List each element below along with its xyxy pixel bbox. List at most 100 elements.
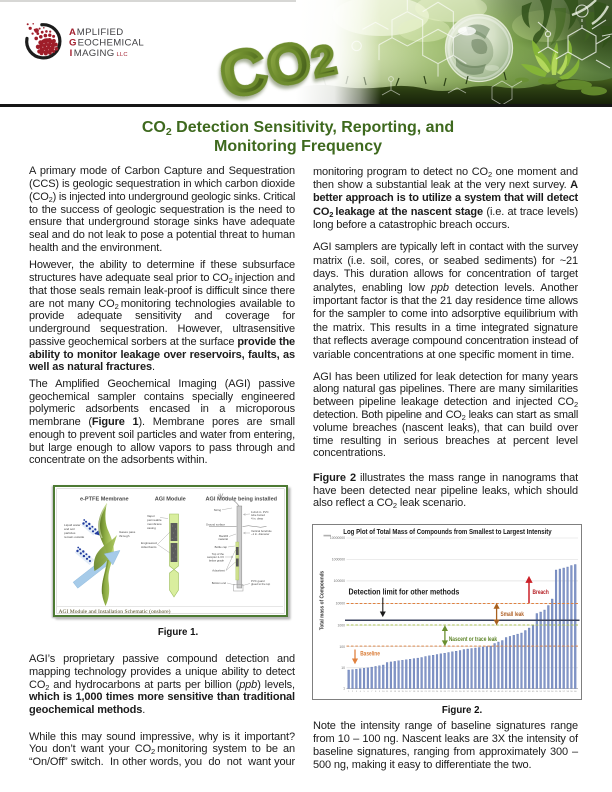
svg-text:A: A bbox=[69, 27, 76, 38]
svg-text:I: I bbox=[70, 48, 73, 59]
svg-text:26: 26 bbox=[443, 691, 446, 693]
svg-text:2: 2 bbox=[352, 691, 354, 693]
svg-text:6: 6 bbox=[367, 691, 369, 693]
svg-text:13: 13 bbox=[393, 691, 396, 693]
svg-text:through: through bbox=[119, 534, 130, 538]
svg-text:1000000: 1000000 bbox=[331, 557, 344, 561]
svg-text:100000: 100000 bbox=[333, 579, 344, 583]
svg-text:10000: 10000 bbox=[335, 601, 345, 605]
svg-text:1000: 1000 bbox=[337, 623, 345, 627]
svg-text:12: 12 bbox=[389, 691, 392, 693]
svg-text:AGI Module and Installation Sc: AGI Module and Installation Schematic (o… bbox=[59, 608, 171, 615]
svg-text:32: 32 bbox=[466, 691, 469, 693]
svg-text:43: 43 bbox=[508, 691, 511, 693]
svg-text:49: 49 bbox=[531, 691, 534, 693]
svg-text:1x4x4 in. PVC: 1x4x4 in. PVC bbox=[251, 510, 269, 514]
svg-text:45: 45 bbox=[516, 691, 519, 693]
svg-text:Total mass of Compounds: Total mass of Compounds bbox=[319, 570, 325, 629]
svg-text:Vapor: Vapor bbox=[147, 514, 155, 518]
svg-text:58: 58 bbox=[566, 691, 569, 693]
svg-text:51: 51 bbox=[539, 691, 542, 693]
svg-text:3: 3 bbox=[355, 691, 357, 693]
svg-text:tube buried: tube buried bbox=[251, 513, 265, 517]
svg-text:21: 21 bbox=[424, 691, 427, 693]
svg-text:18: 18 bbox=[412, 691, 415, 693]
svg-text:Bottle cap: Bottle cap bbox=[215, 545, 228, 549]
svg-text:Breach: Breach bbox=[532, 589, 548, 596]
svg-text:Vertical borehole: Vertical borehole bbox=[251, 529, 272, 533]
svg-text:14: 14 bbox=[397, 691, 400, 693]
svg-text:59: 59 bbox=[570, 691, 573, 693]
svg-text:casing: casing bbox=[147, 526, 156, 530]
svg-text:e-PTFE Membrane: e-PTFE Membrane bbox=[80, 496, 129, 502]
svg-text:54: 54 bbox=[551, 691, 554, 693]
svg-text:Top of the: Top of the bbox=[212, 552, 225, 556]
svg-text:42: 42 bbox=[505, 691, 508, 693]
svg-text:38: 38 bbox=[489, 691, 492, 693]
svg-text:LLC: LLC bbox=[117, 52, 128, 58]
svg-text:Nascent or trace leak: Nascent or trace leak bbox=[448, 636, 497, 643]
svg-text:52: 52 bbox=[543, 691, 546, 693]
svg-text:9: 9 bbox=[378, 691, 380, 693]
svg-text:34: 34 bbox=[474, 691, 477, 693]
svg-text:PVC guard: PVC guard bbox=[251, 579, 265, 583]
svg-text:55: 55 bbox=[555, 691, 558, 693]
svg-text:39: 39 bbox=[493, 691, 496, 693]
svg-text:AGI Module being installed: AGI Module being installed bbox=[205, 496, 277, 502]
svg-text:particles: particles bbox=[64, 531, 76, 535]
svg-text:23: 23 bbox=[432, 691, 435, 693]
svg-text:below grade: below grade bbox=[209, 558, 225, 562]
svg-text:35: 35 bbox=[478, 691, 481, 693]
svg-text:Ground surface: Ground surface bbox=[206, 522, 226, 526]
svg-text:27: 27 bbox=[447, 691, 450, 693]
svg-text:G: G bbox=[69, 38, 77, 49]
svg-text:4 in. deep: 4 in. deep bbox=[251, 516, 264, 520]
svg-text:37: 37 bbox=[485, 691, 488, 693]
svg-text:41: 41 bbox=[501, 691, 504, 693]
svg-text:5: 5 bbox=[363, 691, 365, 693]
svg-text:57: 57 bbox=[562, 691, 565, 693]
svg-text:Adsorbent: Adsorbent bbox=[212, 568, 225, 572]
svg-text:24: 24 bbox=[435, 691, 438, 693]
svg-text:Gases pass: Gases pass bbox=[119, 530, 136, 534]
svg-text:8: 8 bbox=[375, 691, 377, 693]
svg-text:AGI Module: AGI Module bbox=[155, 496, 186, 502]
svg-text:4: 4 bbox=[359, 691, 361, 693]
svg-text:sampler 2-3 ft: sampler 2-3 ft bbox=[207, 555, 224, 559]
svg-text:11: 11 bbox=[386, 691, 389, 693]
svg-text:MAGING: MAGING bbox=[74, 48, 115, 59]
svg-text:36: 36 bbox=[482, 691, 485, 693]
svg-text:33: 33 bbox=[470, 691, 473, 693]
svg-text:Engineered: Engineered bbox=[141, 541, 157, 545]
svg-text:Log Plot of Total Mass of Comp: Log Plot of Total Mass of Compounds from… bbox=[343, 528, 552, 536]
svg-text:remain outside: remain outside bbox=[64, 535, 84, 539]
svg-text:40: 40 bbox=[497, 691, 500, 693]
svg-text:Backfill: Backfill bbox=[219, 534, 228, 538]
svg-text:Small leak: Small leak bbox=[500, 611, 524, 618]
svg-text:10: 10 bbox=[341, 666, 345, 670]
svg-text:1: 1 bbox=[343, 686, 345, 690]
svg-text:~1 in. diameter: ~1 in. diameter bbox=[251, 532, 270, 536]
svg-text:10000000: 10000000 bbox=[329, 536, 344, 540]
svg-text:53: 53 bbox=[547, 691, 550, 693]
svg-text:30: 30 bbox=[459, 691, 462, 693]
svg-text:and soil: and soil bbox=[64, 527, 75, 531]
svg-text:46: 46 bbox=[520, 691, 523, 693]
svg-text:56: 56 bbox=[558, 691, 561, 693]
svg-text:47: 47 bbox=[524, 691, 527, 693]
svg-text:Detection limit for other meth: Detection limit for other methods bbox=[348, 586, 459, 596]
svg-text:Bottom end: Bottom end bbox=[212, 581, 227, 585]
svg-text:22: 22 bbox=[428, 691, 431, 693]
svg-text:10: 10 bbox=[382, 691, 385, 693]
svg-text:String: String bbox=[214, 508, 222, 512]
svg-text:28: 28 bbox=[451, 691, 454, 693]
svg-text:glued to the top: glued to the top bbox=[251, 582, 271, 586]
svg-text:7: 7 bbox=[371, 691, 373, 693]
svg-text:16: 16 bbox=[405, 691, 408, 693]
svg-text:100: 100 bbox=[339, 644, 345, 648]
svg-text:Adsorbents: Adsorbents bbox=[141, 545, 157, 549]
svg-text:15: 15 bbox=[401, 691, 404, 693]
svg-text:31: 31 bbox=[462, 691, 465, 693]
svg-text:25: 25 bbox=[439, 691, 442, 693]
svg-text:44: 44 bbox=[512, 691, 515, 693]
